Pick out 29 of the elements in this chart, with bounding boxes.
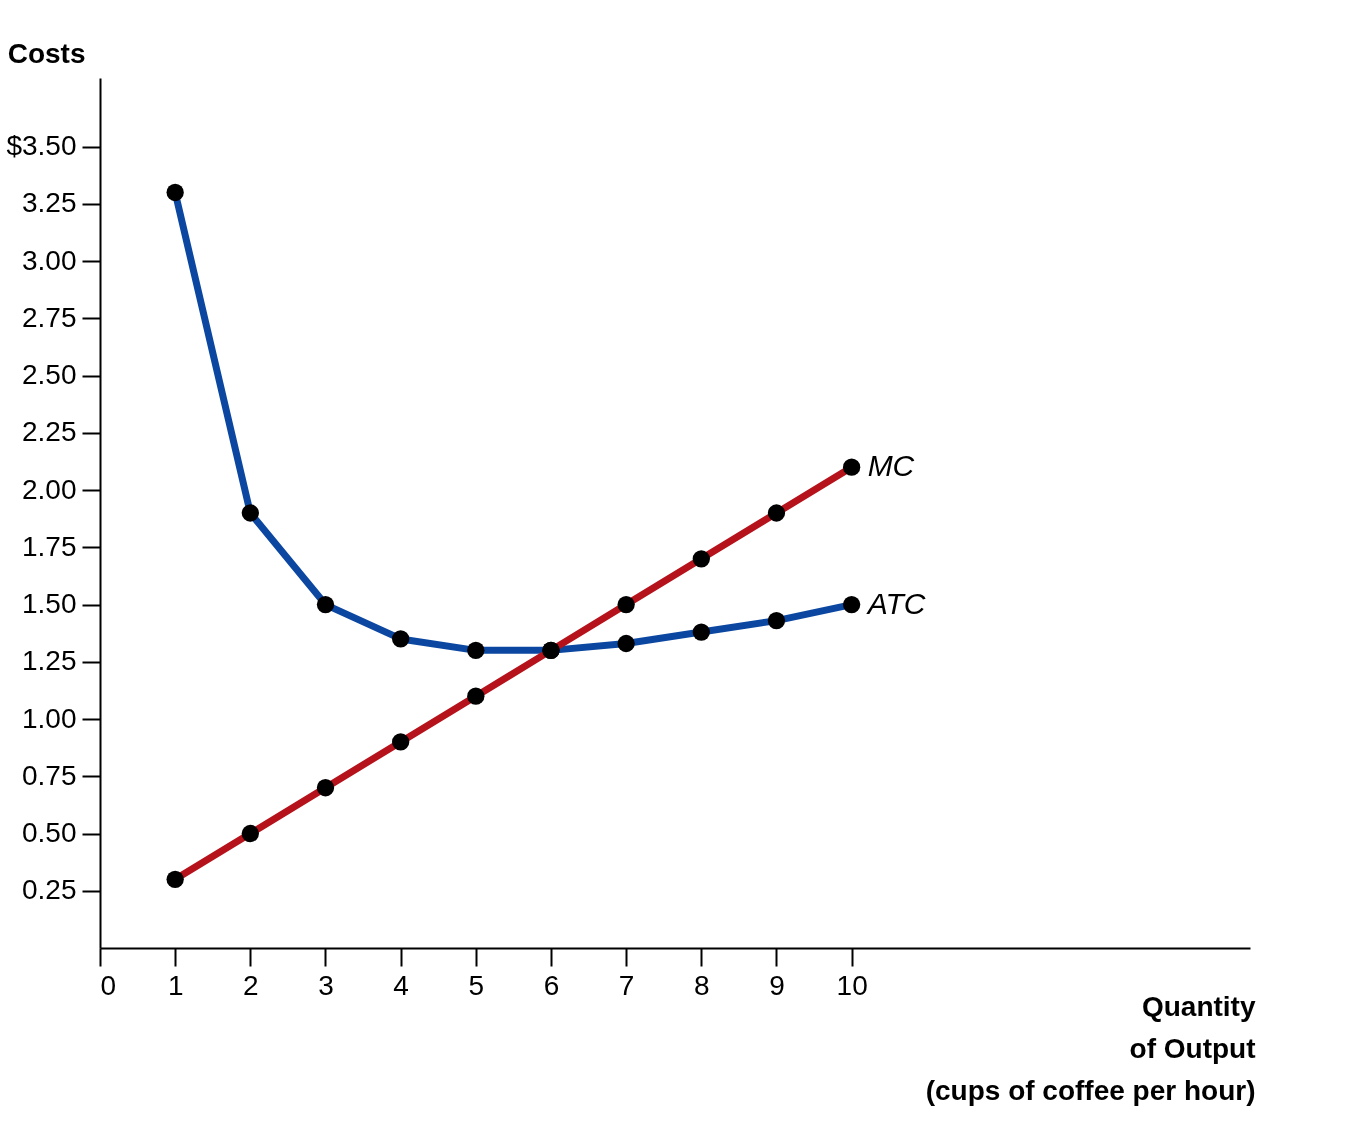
x-tick-label: 9 <box>769 969 785 1001</box>
y-tick-label: 0.25 <box>22 874 77 906</box>
y-tick-label: 2.75 <box>22 301 77 333</box>
y-tick-label: 2.25 <box>22 416 77 448</box>
y-tick-label: 1.50 <box>22 588 77 620</box>
y-tick-label: 1.00 <box>22 702 77 734</box>
x-tick-label: 3 <box>318 969 334 1001</box>
x-tick-label: 4 <box>393 969 409 1001</box>
y-tick-label: 3.25 <box>22 187 77 219</box>
x-axis-title: Quantity of Output (cups of coffee per hour) <box>925 990 1256 1106</box>
x-tick-label: 6 <box>543 969 560 1001</box>
y-tick-label: 3.00 <box>22 244 77 276</box>
y-tick-label: 0.50 <box>22 817 77 849</box>
y-axis-title: Costs <box>7 37 86 69</box>
x-tick-label: 5 <box>468 969 485 1001</box>
x-tick-label: 2 <box>243 969 259 1001</box>
x-tick-label: 10 <box>836 969 868 1001</box>
x-tick-label: 7 <box>618 969 635 1001</box>
y-tick-label: $3.50 <box>6 130 77 162</box>
y-tick-label: 1.75 <box>22 530 77 562</box>
x-tick-label: 8 <box>694 969 710 1001</box>
x-tick-label: 0 <box>100 969 117 1001</box>
series-label: ATC <box>865 586 926 620</box>
y-tick-label: 2.50 <box>22 359 77 391</box>
x-tick-label: 1 <box>167 969 184 1001</box>
y-tick-label: 0.75 <box>22 759 77 791</box>
y-tick-label: 2.00 <box>22 473 77 505</box>
y-tick-label: 1.25 <box>22 645 77 677</box>
series-label: MC <box>867 449 915 483</box>
